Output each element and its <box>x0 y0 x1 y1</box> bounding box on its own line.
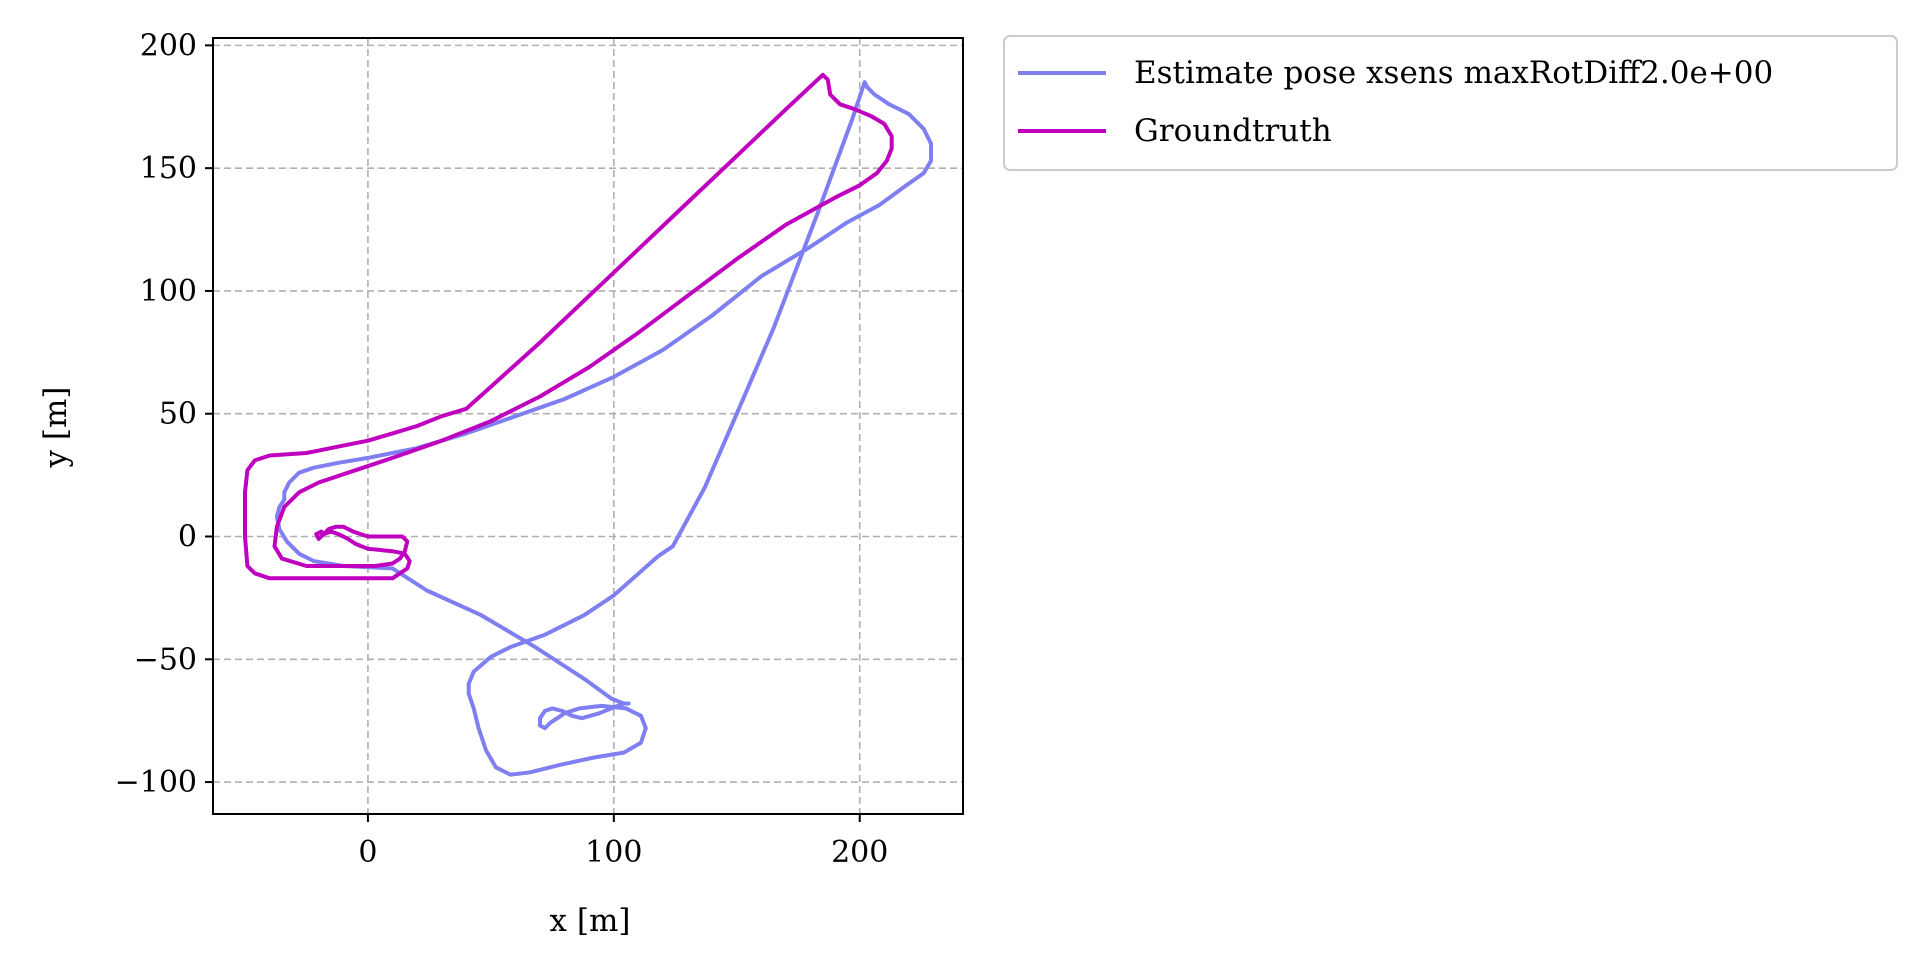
axis-ticks: 0 100 200 −100 −50 0 50 100 150 200 <box>115 28 889 870</box>
y-tick-label: −50 <box>134 642 197 677</box>
y-tick-label: 50 <box>159 397 197 432</box>
legend-label-groundtruth: Groundtruth <box>1134 113 1332 149</box>
legend: Estimate pose xsens maxRotDiff2.0e+00 Gr… <box>1003 35 1898 171</box>
plot-frame <box>212 37 964 815</box>
x-tick-label: 200 <box>831 835 888 870</box>
x-axis-label: x [m] <box>550 903 631 939</box>
series-lines <box>243 72 933 777</box>
groundtruth-line <box>243 72 894 581</box>
legend-label-estimate: Estimate pose xsens maxRotDiff2.0e+00 <box>1134 55 1773 91</box>
legend-box <box>1003 35 1898 171</box>
y-tick-label: 0 <box>178 520 197 555</box>
y-axis-label: y [m] <box>38 387 74 469</box>
y-tick-label: 200 <box>140 28 197 63</box>
estimate-pose-line <box>274 80 933 777</box>
y-tick-label: 150 <box>140 151 197 186</box>
x-tick-label: 100 <box>585 835 642 870</box>
y-tick-label: −100 <box>115 765 197 800</box>
grid <box>213 38 963 814</box>
x-tick-label: 0 <box>358 835 377 870</box>
y-tick-label: 100 <box>140 274 197 309</box>
